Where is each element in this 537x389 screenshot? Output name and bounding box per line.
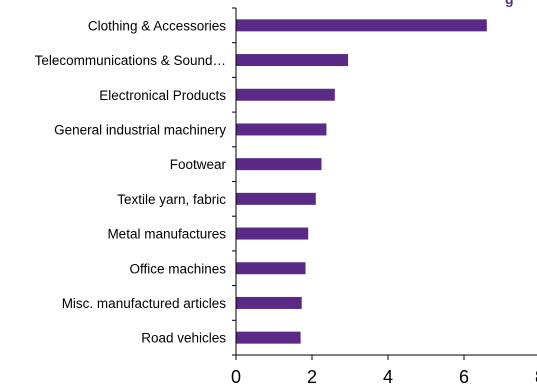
category-label: Road vehicles: [141, 331, 226, 346]
category-label: Metal manufactures: [107, 227, 226, 242]
category-label: General industrial machinery: [54, 122, 226, 137]
chart-title-fragment: g: [505, 0, 514, 7]
bar: [236, 158, 322, 171]
category-label: Misc. manufactured articles: [62, 296, 227, 311]
category-label: Electronical Products: [99, 88, 226, 103]
bar: [236, 123, 327, 136]
category-label: Telecommunications & Sound…: [35, 53, 226, 68]
bar: [236, 262, 306, 275]
x-tick-label: 2: [307, 367, 317, 387]
category-label: Clothing & Accessories: [88, 18, 226, 33]
bar: [236, 19, 487, 32]
bar: [236, 192, 316, 205]
category-label: Footwear: [170, 157, 227, 172]
x-tick-label: 8: [535, 367, 537, 387]
x-tick-label: 0: [231, 367, 241, 387]
category-label: Office machines: [129, 261, 226, 276]
x-tick-label: 4: [383, 367, 393, 387]
bar: [236, 227, 309, 240]
bar: [236, 88, 335, 101]
bar: [236, 54, 349, 67]
x-tick-label: 6: [459, 367, 469, 387]
category-label: Textile yarn, fabric: [117, 192, 226, 207]
bar: [236, 296, 302, 309]
bar: [236, 331, 301, 344]
